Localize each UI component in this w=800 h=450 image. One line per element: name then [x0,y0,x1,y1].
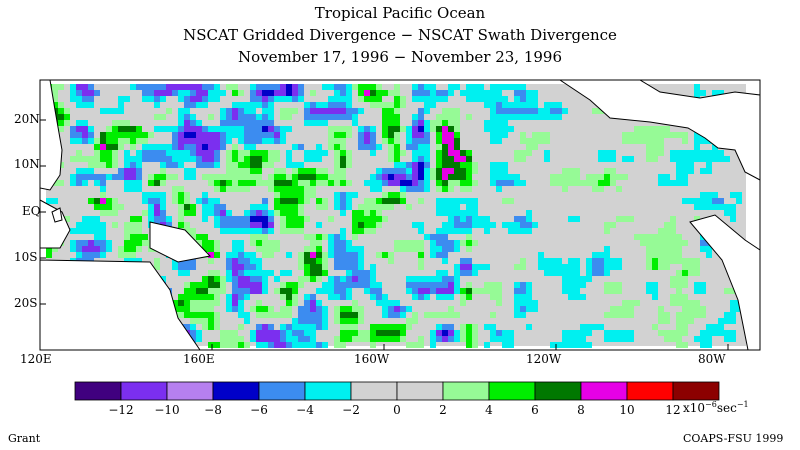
colorbar-tick-label: −10 [154,403,180,417]
land-polygon [149,221,212,263]
footer-author: Grant [8,432,41,445]
lat-label-20s: 20S [14,296,38,310]
lon-label-120w: 120W [526,352,562,366]
footer-credit: COAPS-FSU 1999 [683,432,784,445]
lon-label-80w: 80W [698,352,726,366]
colorbar-unit: x10−6sec−1 [683,400,749,415]
divergence-field [46,84,748,348]
colorbar-swatch [166,381,214,401]
colorbar-swatch [672,381,720,401]
colorbar-tick-label: −12 [108,403,134,417]
colorbar-tick-label: 6 [531,403,539,417]
colorbar-tick-label: 2 [439,403,447,417]
colorbar-tick-label: 10 [619,403,635,417]
map-date-range: November 17, 1996 − November 23, 1996 [238,48,562,66]
land-polygon [39,79,63,191]
colorbar-swatch [304,381,352,401]
lon-label-160e: 160E [183,352,215,366]
colorbar-swatch [74,381,122,401]
land-polygon [558,79,761,181]
colorbar-tick-label: −8 [204,403,222,417]
colorbar-swatch [580,381,628,401]
axis-ticks [39,119,729,350]
colorbar-tick-label: 0 [393,403,401,417]
colorbar-swatch [396,381,444,401]
colorbar-tick-label: 4 [485,403,493,417]
lat-label-10s: 10S [14,250,38,264]
map-frame [39,79,761,351]
colorbar-swatch [212,381,260,401]
colorbar-swatch [626,381,674,401]
colorbar-swatch [120,381,168,401]
lon-label-160w: 160W [354,352,390,366]
lat-label-10n: 10N [14,157,40,171]
colorbar [74,381,720,401]
colorbar-swatch [534,381,582,401]
land-masses [39,79,761,351]
map-subtitle: NSCAT Gridded Divergence − NSCAT Swath D… [183,26,617,44]
colorbar-tick-label: 8 [577,403,585,417]
land-polygon [51,207,63,223]
colorbar-tick-label: −6 [250,403,268,417]
colorbar-swatch [258,381,306,401]
colorbar-swatch [350,381,398,401]
lat-label-eq: EQ [22,204,41,218]
colorbar-tick-label: −2 [342,403,360,417]
colorbar-swatch [488,381,536,401]
lat-label-20n: 20N [14,112,40,126]
lon-label-120e: 120E [20,352,52,366]
colorbar-tick-label: 12 [665,403,681,417]
colorbar-swatch [442,381,490,401]
map-title: Tropical Pacific Ocean [314,4,486,22]
colorbar-tick-label: −4 [296,403,314,417]
